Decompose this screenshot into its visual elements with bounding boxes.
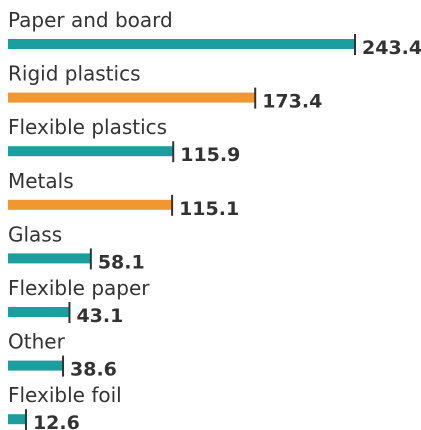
category-label: Flexible paper: [8, 276, 150, 300]
bar-row: Rigid plastics 173.4: [8, 62, 322, 113]
category-label: Flexible plastics: [8, 115, 167, 139]
bar: [8, 414, 26, 425]
bar: [8, 307, 70, 317]
value-label: 38.6: [70, 359, 117, 381]
bar: [8, 253, 91, 264]
category-label: Metals: [8, 169, 74, 193]
value-label: 58.1: [98, 251, 145, 273]
value-label: 243.4: [362, 37, 421, 59]
value-label: 115.9: [180, 144, 240, 166]
category-label: Glass: [8, 222, 62, 246]
value-label: 43.1: [76, 305, 123, 327]
bar-row: Flexible foil 12.6: [8, 383, 122, 430]
bar: [8, 39, 355, 49]
bar-row: Paper and board 243.4: [8, 8, 421, 59]
value-label: 12.6: [33, 412, 80, 430]
bar-row: Glass 58.1: [8, 222, 145, 273]
category-label: Other: [8, 330, 66, 354]
value-label: 173.4: [262, 91, 322, 113]
bar-row: Metals 115.1: [8, 169, 239, 220]
bar: [8, 199, 173, 210]
category-label: Paper and board: [8, 8, 173, 32]
bar: [8, 146, 174, 157]
category-label: Flexible foil: [8, 383, 122, 407]
category-label: Rigid plastics: [8, 62, 141, 86]
bar-row: Flexible paper 43.1: [8, 276, 150, 327]
bar: [8, 92, 256, 103]
bar: [8, 360, 64, 371]
value-label: 115.1: [179, 198, 239, 220]
bar-row: Flexible plastics 115.9: [8, 115, 240, 166]
